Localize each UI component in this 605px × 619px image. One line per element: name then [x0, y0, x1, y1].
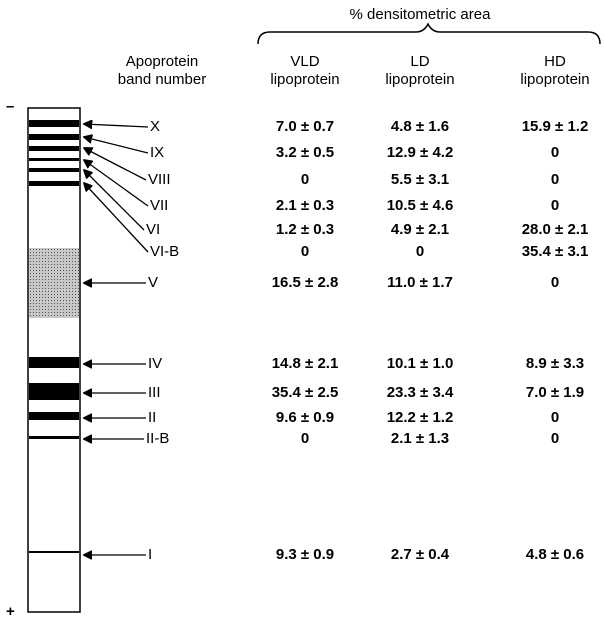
cell: 0: [551, 171, 559, 188]
band-label: VIII: [148, 171, 171, 188]
arrow: [84, 148, 146, 180]
column-header: lipoprotein: [520, 71, 589, 88]
arrow: [84, 137, 148, 153]
cell: 15.9 ± 1.2: [522, 118, 589, 135]
brace: [258, 24, 600, 44]
figure: % densitometric area Apoprotein band num…: [0, 0, 605, 619]
cell: 11.0 ± 1.7: [387, 274, 453, 291]
polarity: –: [6, 98, 14, 115]
band-label: V: [148, 274, 158, 291]
cell: 3.2 ± 0.5: [276, 144, 334, 161]
cell: 12.9 ± 4.2: [387, 144, 454, 161]
cell: 0: [551, 409, 559, 426]
band-label: II-B: [146, 430, 169, 447]
cell: 4.8 ± 1.6: [391, 118, 449, 135]
arrow: [84, 170, 144, 230]
cell: 35.4 ± 3.1: [522, 243, 589, 260]
cell: 7.0 ± 0.7: [276, 118, 334, 135]
cell: 9.6 ± 0.9: [276, 409, 334, 426]
band-label: IX: [150, 144, 164, 161]
cell: 16.5 ± 2.8: [272, 274, 339, 291]
band-label: VI-B: [150, 243, 179, 260]
column-header: VLD: [290, 53, 319, 70]
column-header: lipoprotein: [385, 71, 454, 88]
band-label: III: [148, 384, 161, 401]
band-label: II: [148, 409, 156, 426]
cell: 2.7 ± 0.4: [391, 546, 450, 563]
cell: 1.2 ± 0.3: [276, 221, 334, 238]
cell: 0: [551, 144, 559, 161]
cell: 4.8 ± 0.6: [526, 546, 584, 563]
cell: 9.3 ± 0.9: [276, 546, 334, 563]
cell: 12.2 ± 1.2: [387, 409, 454, 426]
column-header: LD: [410, 53, 429, 70]
band-label: VI: [146, 221, 160, 238]
cell: 0: [551, 274, 559, 291]
cell: 0: [551, 430, 559, 447]
cell: 8.9 ± 3.3: [526, 355, 584, 372]
arrow: [84, 160, 148, 206]
cell: 4.9 ± 2.1: [391, 221, 449, 238]
column-header: lipoprotein: [270, 71, 339, 88]
cell: 0: [301, 243, 309, 260]
header-title: % densitometric area: [350, 6, 492, 23]
band-label: X: [150, 118, 160, 135]
cell: 0: [416, 243, 424, 260]
arrow: [84, 183, 148, 252]
cell: 2.1 ± 1.3: [391, 430, 449, 447]
cell: 0: [301, 430, 309, 447]
cell: 10.1 ± 1.0: [387, 355, 454, 372]
cell: 5.5 ± 3.1: [391, 171, 449, 188]
cell: 0: [551, 197, 559, 214]
column-header: HD: [544, 53, 566, 70]
band-label: VII: [150, 197, 168, 214]
cell: 23.3 ± 3.4: [387, 384, 454, 401]
band-label: IV: [148, 355, 162, 372]
band-header: band number: [118, 71, 206, 88]
arrow: [84, 124, 148, 127]
band-header: Apoprotein: [126, 53, 199, 70]
cell: 35.4 ± 2.5: [272, 384, 339, 401]
band-label: I: [148, 546, 152, 563]
cell: 10.5 ± 4.6: [387, 197, 454, 214]
cell: 14.8 ± 2.1: [272, 355, 339, 372]
cell: 28.0 ± 2.1: [522, 221, 589, 238]
cell: 2.1 ± 0.3: [276, 197, 334, 214]
gel: [28, 108, 80, 612]
polarity: +: [6, 603, 15, 619]
cell: 0: [301, 171, 309, 188]
cell: 7.0 ± 1.9: [526, 384, 584, 401]
